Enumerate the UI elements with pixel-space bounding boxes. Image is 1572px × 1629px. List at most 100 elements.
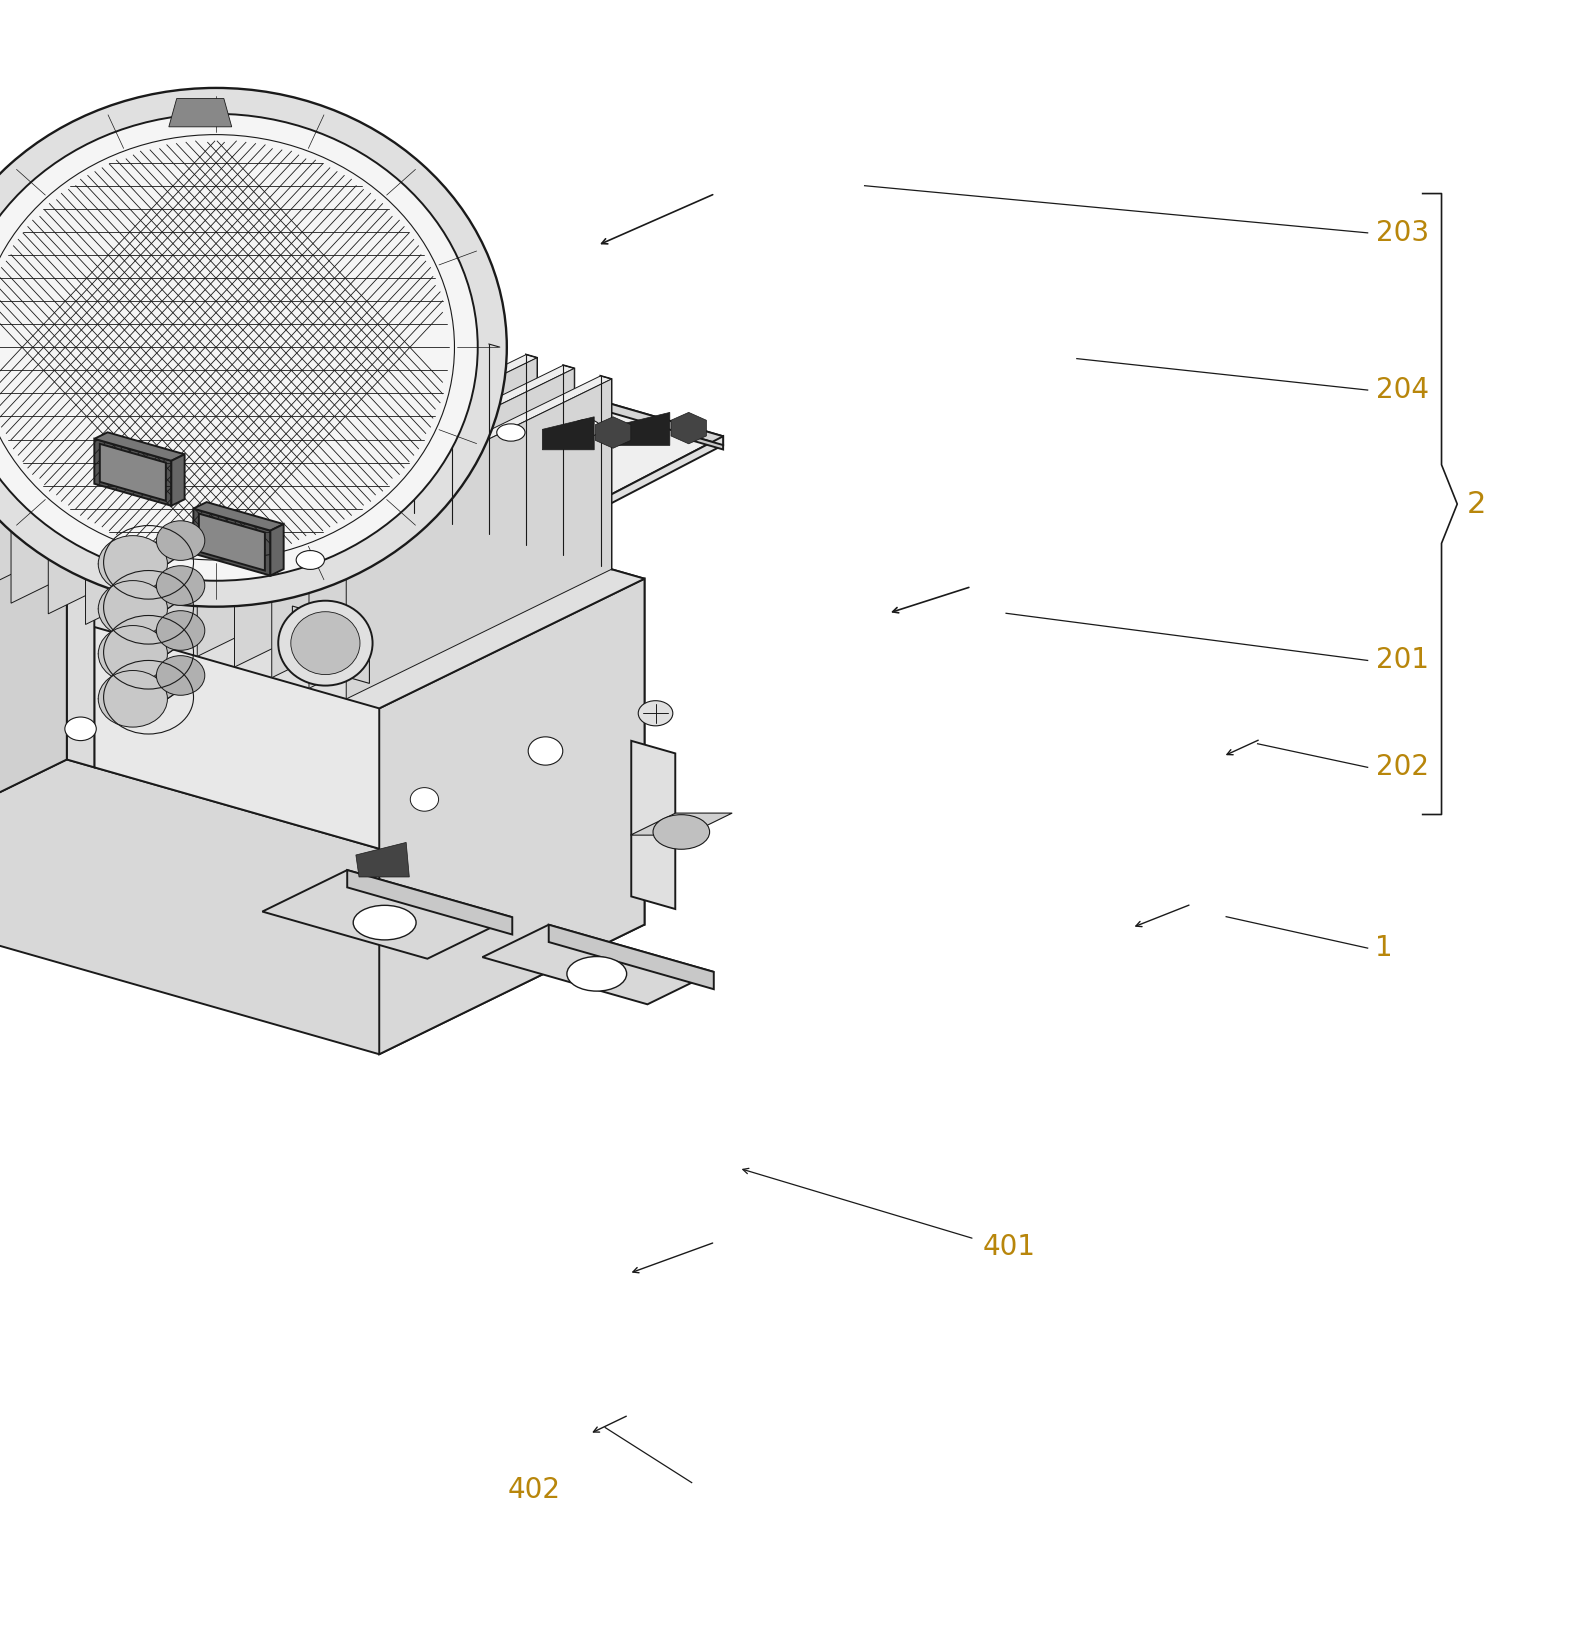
Ellipse shape (97, 671, 167, 727)
Polygon shape (0, 259, 201, 391)
Polygon shape (154, 248, 165, 441)
Ellipse shape (354, 906, 417, 940)
Polygon shape (223, 344, 500, 477)
Polygon shape (123, 314, 388, 635)
Polygon shape (171, 454, 184, 505)
Polygon shape (11, 283, 277, 603)
Polygon shape (630, 813, 733, 836)
Polygon shape (527, 355, 538, 547)
Polygon shape (0, 238, 116, 557)
Polygon shape (261, 355, 538, 487)
Ellipse shape (97, 626, 167, 683)
Polygon shape (49, 293, 313, 614)
Polygon shape (160, 326, 426, 645)
Polygon shape (0, 414, 66, 889)
Text: 204: 204 (1376, 376, 1429, 404)
Polygon shape (149, 323, 426, 456)
Polygon shape (266, 280, 277, 474)
Polygon shape (126, 272, 173, 290)
Ellipse shape (156, 611, 204, 650)
Polygon shape (0, 248, 165, 381)
Polygon shape (0, 264, 723, 640)
Text: 402: 402 (508, 1476, 561, 1505)
Ellipse shape (291, 613, 360, 674)
Polygon shape (0, 759, 645, 1054)
Polygon shape (263, 870, 512, 959)
Polygon shape (97, 541, 201, 564)
Ellipse shape (296, 551, 324, 570)
Polygon shape (228, 269, 239, 463)
Polygon shape (198, 513, 264, 570)
Polygon shape (299, 365, 574, 498)
Polygon shape (126, 264, 723, 445)
Ellipse shape (652, 814, 709, 849)
Polygon shape (563, 365, 574, 559)
Text: 1: 1 (1376, 933, 1393, 963)
Text: 203: 203 (1376, 218, 1429, 248)
Polygon shape (116, 238, 127, 432)
Polygon shape (101, 443, 167, 500)
Polygon shape (94, 432, 184, 461)
Polygon shape (0, 241, 127, 560)
Polygon shape (302, 292, 313, 484)
Polygon shape (97, 676, 201, 699)
Polygon shape (66, 414, 94, 767)
Ellipse shape (97, 580, 167, 637)
Polygon shape (0, 422, 645, 709)
Polygon shape (451, 334, 462, 526)
Polygon shape (272, 358, 538, 678)
Polygon shape (347, 870, 512, 935)
Polygon shape (193, 508, 270, 575)
Polygon shape (38, 292, 313, 424)
Ellipse shape (528, 736, 563, 766)
Ellipse shape (278, 601, 373, 686)
Polygon shape (94, 438, 171, 505)
Polygon shape (671, 412, 706, 443)
Polygon shape (340, 301, 351, 495)
Polygon shape (94, 422, 645, 925)
Polygon shape (542, 417, 594, 450)
Polygon shape (234, 347, 500, 666)
Ellipse shape (156, 565, 204, 606)
Polygon shape (0, 272, 239, 593)
Polygon shape (379, 578, 645, 1054)
Polygon shape (97, 630, 201, 653)
Polygon shape (618, 412, 670, 445)
Polygon shape (0, 262, 201, 582)
Polygon shape (335, 376, 612, 508)
Polygon shape (0, 251, 165, 572)
Polygon shape (74, 301, 351, 435)
Polygon shape (377, 313, 388, 505)
Ellipse shape (97, 536, 167, 593)
Polygon shape (0, 238, 127, 370)
Text: 2: 2 (1467, 490, 1486, 518)
Ellipse shape (567, 956, 627, 990)
Polygon shape (330, 437, 723, 650)
Polygon shape (185, 334, 462, 466)
Polygon shape (85, 305, 351, 624)
Ellipse shape (497, 424, 525, 441)
Polygon shape (168, 98, 231, 127)
Polygon shape (549, 925, 714, 989)
Polygon shape (346, 380, 612, 699)
Polygon shape (112, 313, 388, 445)
Polygon shape (601, 376, 612, 569)
Text: 401: 401 (982, 1233, 1036, 1261)
Ellipse shape (638, 700, 673, 727)
Polygon shape (632, 741, 676, 909)
Polygon shape (676, 432, 723, 450)
Ellipse shape (64, 717, 96, 741)
Polygon shape (0, 269, 239, 402)
Polygon shape (196, 337, 462, 656)
Polygon shape (415, 323, 426, 516)
Text: 201: 201 (1376, 647, 1429, 674)
Polygon shape (310, 368, 574, 689)
Ellipse shape (156, 521, 204, 560)
Text: 202: 202 (1376, 753, 1429, 782)
Polygon shape (596, 417, 630, 448)
Ellipse shape (156, 655, 204, 696)
Polygon shape (193, 502, 283, 531)
Ellipse shape (572, 419, 601, 437)
Polygon shape (355, 842, 409, 876)
Polygon shape (190, 259, 201, 453)
